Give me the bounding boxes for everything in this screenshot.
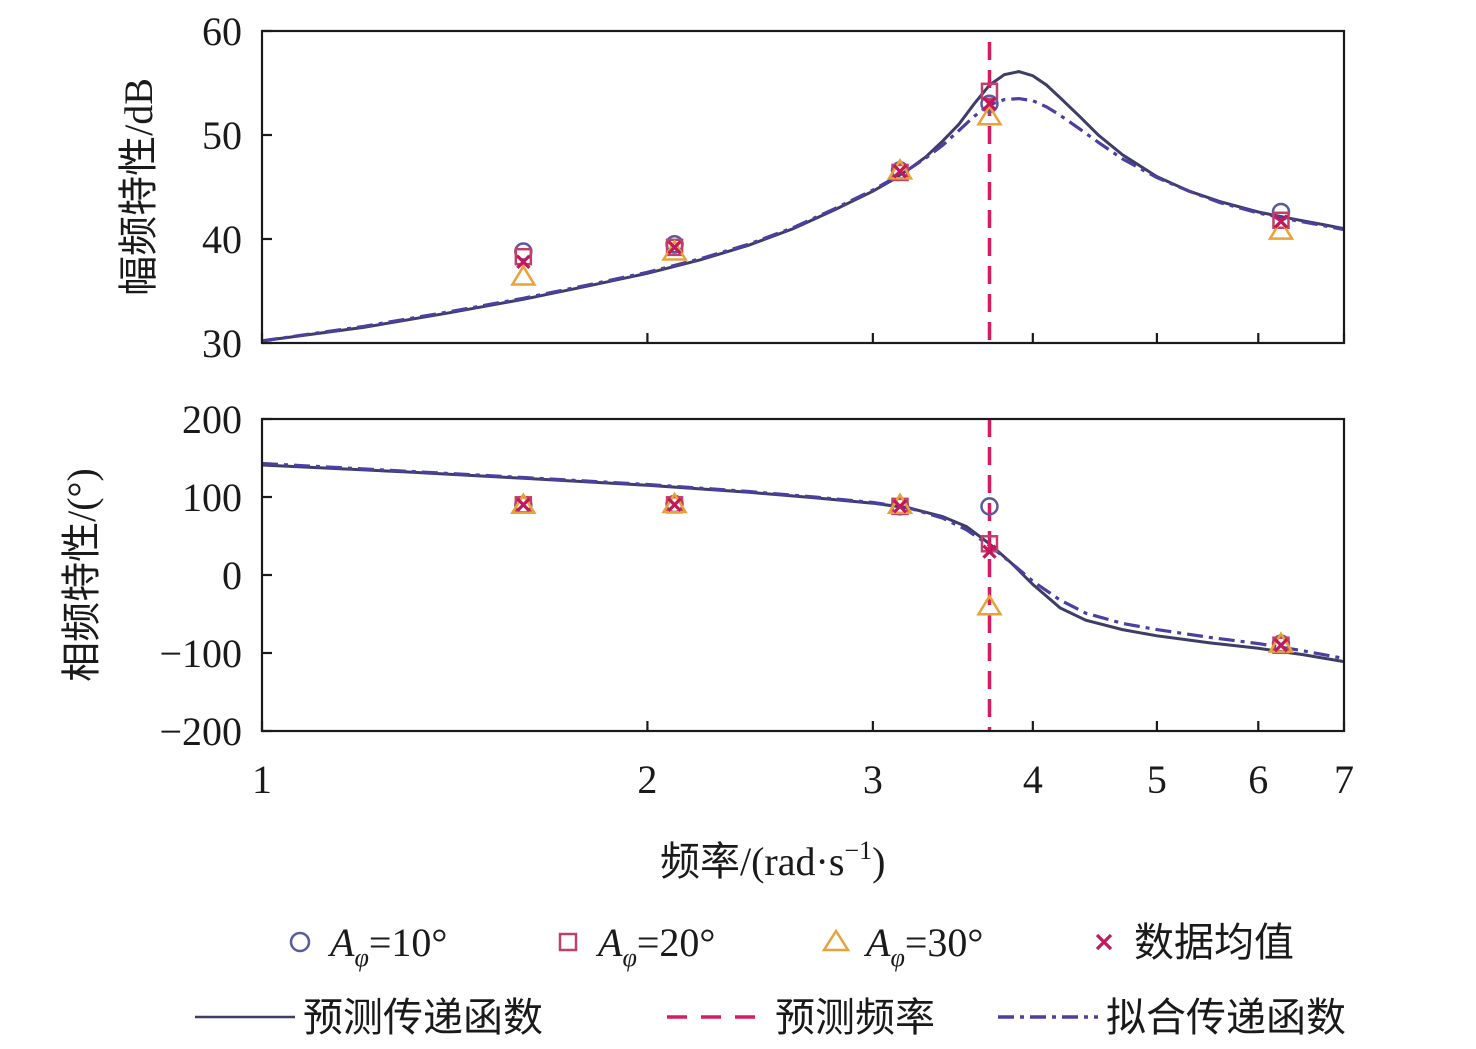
legend-label: Aφ=20° [595, 920, 715, 972]
legend-circle-marker [289, 931, 311, 953]
legend-label-value: =30° [905, 920, 984, 965]
x-tick-label: 3 [863, 757, 883, 802]
phase-axes-box [260, 417, 1346, 733]
magnitude-ylabel: 幅频特性/dB [116, 78, 161, 296]
legend-label-symbol: A [595, 920, 623, 965]
legend-square-marker [558, 932, 578, 952]
phase-triangle-point [661, 491, 688, 514]
phase-line-fitted [262, 461, 1344, 661]
phase-circle-point [980, 497, 999, 516]
phase-x-point [667, 497, 682, 512]
magnitude-square-point [980, 82, 999, 101]
phase-x-point [516, 497, 531, 512]
x-axis-label-main: 频率/(rad·s [660, 839, 844, 884]
phase-triangle-point [976, 593, 1003, 616]
legend-label-subscript: φ [622, 943, 636, 972]
magnitude-line-fitted [262, 96, 1344, 343]
legend-label: 拟合传递函数 [1106, 995, 1346, 1040]
magnitude-triangle-point [661, 239, 688, 261]
legend-triangle-marker [821, 928, 851, 952]
magnitude-circle-point [980, 94, 999, 114]
legend-label-subscript: φ [890, 943, 904, 972]
magnitude-x-point [1273, 214, 1289, 229]
x-tick-label: 4 [1023, 757, 1043, 802]
phase-x-point [892, 499, 908, 514]
magnitude-triangle-point [510, 264, 537, 286]
magnitude-square-point [1272, 211, 1290, 230]
phase-plot-content [262, 419, 1344, 731]
phase-ylabel: 相频特性/(°) [59, 468, 104, 682]
phase-ticks: 1 2 3 4 5 6 7 −200 −100 0 100 200 [159, 397, 1354, 802]
x-axis-label: 频率/(rad·s−1) [660, 836, 885, 884]
x-axis-label-superscript: −1 [844, 836, 872, 865]
phase-panel: 1 2 3 4 5 6 7 −200 −100 0 100 200 相频特性/(°) [59, 397, 1354, 802]
magnitude-plot-content [262, 70, 1344, 343]
phase-x-point [1273, 638, 1289, 653]
legend-label: Aφ=10° [327, 920, 447, 972]
magnitude-triangle-point [976, 103, 1003, 126]
x-tick-label: 1 [252, 757, 272, 802]
phase-y-tick-label: 200 [182, 397, 242, 442]
magnitude-y-tick-label: 30 [202, 321, 242, 366]
magnitude-triangle-point [1267, 218, 1295, 240]
phase-line-predicted [262, 463, 1344, 664]
x-axis-label-end: ) [872, 839, 885, 884]
legend-label-value: =10° [369, 920, 448, 965]
legend-label: 预测传递函数 [303, 995, 543, 1040]
x-tick-label: 2 [637, 757, 657, 802]
magnitude-triangle-point [886, 157, 914, 180]
legend-label: Aφ=30° [863, 920, 983, 972]
legend-label: 预测频率 [775, 995, 935, 1040]
legend-x-marker [1095, 933, 1113, 951]
legend-label-subscript: φ [354, 943, 368, 972]
phase-y-tick-label: −100 [159, 631, 242, 676]
phase-triangle-point [1267, 631, 1295, 653]
phase-triangle-point [886, 492, 914, 515]
magnitude-y-tick-label: 60 [202, 9, 242, 54]
legend-label: 数据均值 [1134, 920, 1294, 965]
phase-y-tick-label: 100 [182, 475, 242, 520]
magnitude-panel: 30 40 50 60 幅频特性/dB [116, 9, 1346, 366]
x-tick-label: 5 [1147, 757, 1167, 802]
magnitude-x-point [667, 240, 682, 255]
x-tick-label: 7 [1334, 757, 1354, 802]
legend-label-symbol: A [863, 920, 891, 965]
magnitude-x-point [982, 96, 997, 111]
magnitude-x-point [892, 164, 908, 179]
phase-triangle-point [510, 492, 537, 515]
magnitude-ticks: 30 40 50 60 [202, 9, 1346, 366]
phase-y-tick-label: −200 [159, 709, 242, 754]
magnitude-y-tick-label: 40 [202, 217, 242, 262]
phase-y-tick-label: 0 [222, 553, 242, 598]
x-tick-label: 6 [1248, 757, 1268, 802]
phase-x-point [982, 544, 997, 559]
magnitude-line-predicted [262, 70, 1344, 343]
legend-label-value: =20° [637, 920, 716, 965]
magnitude-axes-box [260, 29, 1346, 345]
magnitude-x-point [516, 254, 531, 270]
magnitude-y-tick-label: 50 [202, 113, 242, 158]
legend-label-symbol: A [327, 920, 355, 965]
